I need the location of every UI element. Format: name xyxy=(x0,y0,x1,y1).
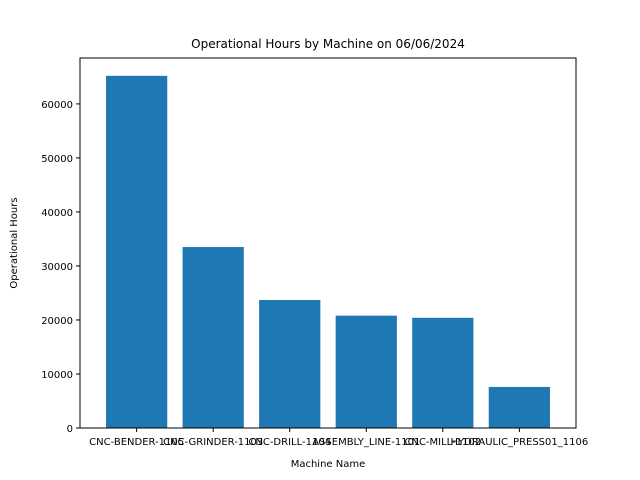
chart-title: Operational Hours by Machine on 06/06/20… xyxy=(191,37,465,51)
y-tick-label: 40000 xyxy=(41,208,73,219)
x-tick-label: CNC-DRILL-1104 xyxy=(248,437,331,448)
x-tick-label: CNC-BENDER-1105 xyxy=(89,437,184,448)
bar-cnc-grinder-1103 xyxy=(182,247,244,428)
y-tick-label: 60000 xyxy=(41,100,73,111)
bar-cnc-drill-1104 xyxy=(259,299,321,428)
bar-assembly_line-1101 xyxy=(335,315,397,428)
y-tick-label: 30000 xyxy=(41,262,73,273)
y-axis-ticks: 0 10000 20000 30000 40000 50000 60000 xyxy=(41,100,80,435)
plot-frame xyxy=(79,57,577,429)
bar-cnc-mill-1102 xyxy=(412,317,474,428)
x-tick-label: HYDRAULIC_PRESS01_1106 xyxy=(451,437,589,448)
x-tick-label: CNC-MILL-1102 xyxy=(404,437,481,448)
y-axis-label: Operational Hours xyxy=(9,197,20,288)
bar-cnc-bender-1105 xyxy=(106,75,168,428)
bar-hydraulic_press01_1106 xyxy=(488,386,550,428)
y-tick-label: 10000 xyxy=(41,370,73,381)
bars-group xyxy=(106,75,550,428)
y-tick-label: 50000 xyxy=(41,154,73,165)
x-tick-label: ASSEMBLY_LINE-1101 xyxy=(312,437,420,448)
x-axis-ticks: CNC-BENDER-1105CNC-GRINDER-1103CNC-DRILL… xyxy=(89,428,588,448)
y-tick-label: 0 xyxy=(67,424,73,435)
x-tick-label: CNC-GRINDER-1103 xyxy=(163,437,263,448)
y-tick-label: 20000 xyxy=(41,316,73,327)
x-axis-label: Machine Name xyxy=(291,459,366,470)
